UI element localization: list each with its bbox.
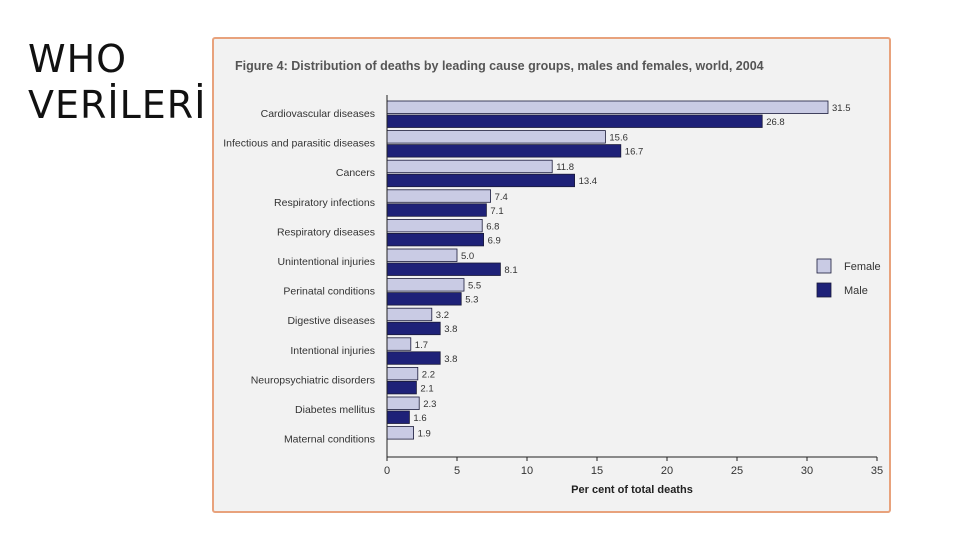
category-label-cardiovascular-diseases: Cardiovascular diseases bbox=[261, 108, 375, 120]
x-tick-label-35: 35 bbox=[871, 465, 883, 477]
x-tick-label-10: 10 bbox=[521, 465, 533, 477]
data-label-female-unintentional-injuries: 5.0 bbox=[461, 251, 474, 262]
category-label-intentional-injuries: Intentional injuries bbox=[290, 345, 375, 357]
bar-male-diabetes-mellitus bbox=[386, 410, 410, 424]
bar-male-infectious-and-parasitic-diseases bbox=[386, 144, 622, 158]
category-label-neuropsychiatric-disorders: Neuropsychiatric disorders bbox=[251, 374, 375, 386]
bar-male-perinatal-conditions bbox=[386, 292, 462, 306]
bar-chart: Figure 4: Distribution of deaths by lead… bbox=[223, 59, 883, 496]
bar-female-diabetes-mellitus bbox=[386, 396, 420, 410]
legend-swatch-female bbox=[816, 258, 832, 274]
bar-male-neuropsychiatric-disorders bbox=[386, 380, 417, 395]
bar-male-cancers bbox=[386, 173, 576, 188]
data-label-female-neuropsychiatric-disorders: 2.2 bbox=[422, 369, 435, 380]
data-label-male-cardiovascular-diseases: 26.8 bbox=[766, 117, 785, 128]
category-label-maternal-conditions: Maternal conditions bbox=[284, 434, 375, 446]
bar-male-unintentional-injuries bbox=[386, 262, 501, 276]
bar-female-infectious-and-parasitic-diseases bbox=[386, 130, 606, 144]
x-tick-label-20: 20 bbox=[661, 465, 673, 477]
data-label-male-neuropsychiatric-disorders: 2.1 bbox=[420, 383, 433, 394]
data-label-female-digestive-diseases: 3.2 bbox=[436, 310, 449, 321]
bar-female-cancers bbox=[386, 159, 553, 174]
data-label-female-intentional-injuries: 1.7 bbox=[415, 340, 428, 351]
bar-female-unintentional-injuries bbox=[386, 248, 458, 262]
data-label-female-respiratory-diseases: 6.8 bbox=[486, 221, 499, 232]
data-label-male-respiratory-infections: 7.1 bbox=[490, 206, 503, 217]
x-tick-label-0: 0 bbox=[384, 465, 390, 477]
data-label-male-respiratory-diseases: 6.9 bbox=[488, 235, 501, 246]
category-label-respiratory-infections: Respiratory infections bbox=[274, 197, 375, 209]
category-label-respiratory-diseases: Respiratory diseases bbox=[277, 226, 375, 238]
category-label-digestive-diseases: Digestive diseases bbox=[287, 315, 375, 327]
x-tick-label-15: 15 bbox=[591, 465, 603, 477]
bar-male-intentional-injuries bbox=[386, 351, 441, 365]
bar-female-respiratory-diseases bbox=[386, 218, 483, 233]
bar-female-digestive-diseases bbox=[386, 307, 433, 322]
bar-male-digestive-diseases bbox=[386, 321, 441, 336]
bar-female-respiratory-infections bbox=[386, 189, 491, 203]
data-label-male-intentional-injuries: 3.8 bbox=[444, 354, 457, 365]
data-label-female-respiratory-infections: 7.4 bbox=[495, 192, 508, 203]
x-tick-label-25: 25 bbox=[731, 465, 743, 477]
data-label-male-unintentional-injuries: 8.1 bbox=[504, 265, 517, 276]
bar-female-perinatal-conditions bbox=[386, 278, 465, 292]
category-label-cancers: Cancers bbox=[336, 167, 375, 179]
data-label-male-cancers: 13.4 bbox=[579, 176, 598, 187]
category-label-unintentional-injuries: Unintentional injuries bbox=[278, 256, 375, 268]
category-label-infectious-and-parasitic-diseases: Infectious and parasitic diseases bbox=[223, 138, 375, 150]
category-label-diabetes-mellitus: Diabetes mellitus bbox=[295, 404, 375, 416]
data-label-male-diabetes-mellitus: 1.6 bbox=[413, 413, 426, 424]
data-label-female-infectious-and-parasitic-diseases: 15.6 bbox=[609, 133, 628, 144]
bar-male-respiratory-infections bbox=[386, 203, 487, 217]
bar-male-cardiovascular-diseases bbox=[386, 114, 763, 128]
bar-female-intentional-injuries bbox=[386, 337, 412, 351]
x-tick-label-30: 30 bbox=[801, 465, 813, 477]
x-axis-label: Per cent of total deaths bbox=[571, 484, 693, 496]
chart-title: Figure 4: Distribution of deaths by lead… bbox=[235, 59, 764, 73]
data-label-female-perinatal-conditions: 5.5 bbox=[468, 281, 481, 292]
legend-label-male: Male bbox=[844, 285, 868, 297]
data-label-female-diabetes-mellitus: 2.3 bbox=[423, 399, 436, 410]
slide-title-line-1: WHO bbox=[28, 37, 128, 81]
figure-frame: Figure 4: Distribution of deaths by lead… bbox=[212, 37, 891, 513]
data-label-female-maternal-conditions: 1.9 bbox=[418, 429, 431, 440]
slide-title: WHO VERİLERİ bbox=[28, 36, 206, 128]
legend-label-female: Female bbox=[844, 261, 881, 273]
data-label-female-cardiovascular-diseases: 31.5 bbox=[832, 103, 851, 114]
bar-female-maternal-conditions bbox=[386, 426, 415, 440]
x-tick-label-5: 5 bbox=[454, 465, 460, 477]
data-label-male-infectious-and-parasitic-diseases: 16.7 bbox=[625, 147, 644, 158]
bar-male-respiratory-diseases bbox=[386, 232, 484, 247]
bar-female-neuropsychiatric-disorders bbox=[386, 366, 419, 381]
legend-swatch-male bbox=[816, 282, 832, 298]
slide-title-line-2: VERİLERİ bbox=[28, 83, 207, 127]
bar-female-cardiovascular-diseases bbox=[386, 100, 829, 114]
data-label-male-perinatal-conditions: 5.3 bbox=[465, 295, 478, 306]
data-label-female-cancers: 11.8 bbox=[556, 162, 574, 173]
category-label-perinatal-conditions: Perinatal conditions bbox=[283, 286, 375, 298]
data-label-male-digestive-diseases: 3.8 bbox=[444, 324, 457, 335]
